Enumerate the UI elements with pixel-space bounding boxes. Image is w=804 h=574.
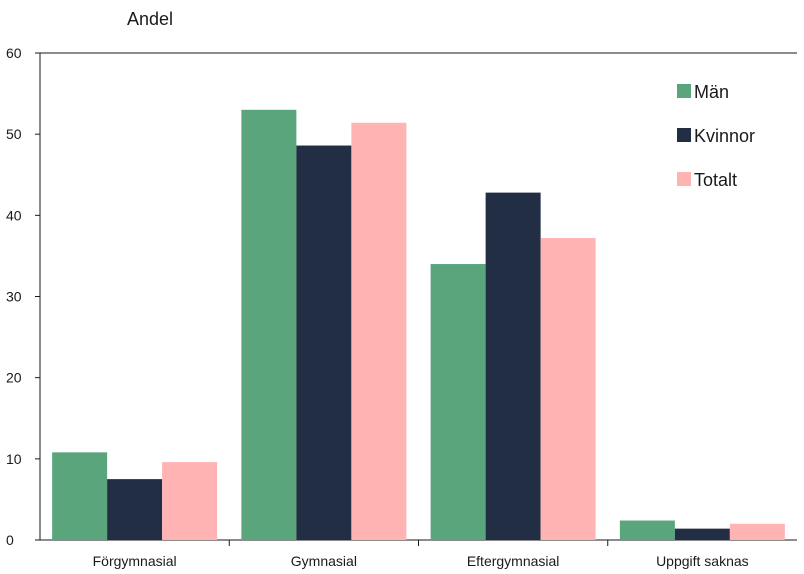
bar-totalt-1 <box>351 122 407 540</box>
legend: Män Kvinnor Totalt <box>677 82 755 190</box>
legend-swatch <box>677 172 691 186</box>
y-tick-label: 40 <box>6 207 22 223</box>
bars <box>52 109 785 541</box>
bar-totalt-0 <box>162 462 218 540</box>
y-tick-label: 50 <box>6 126 22 142</box>
bar-män-1 <box>241 109 297 541</box>
legend-label: Totalt <box>694 170 737 190</box>
bar-totalt-2 <box>540 238 596 540</box>
legend-swatch <box>677 84 691 98</box>
x-tick-label: Uppgift saknas <box>656 553 749 569</box>
bar-kvinnor-1 <box>296 145 352 540</box>
bar-kvinnor-2 <box>485 192 541 540</box>
bar-män-3 <box>619 520 675 540</box>
x-tick-label: Förgymnasial <box>93 553 177 569</box>
legend-swatch <box>677 128 691 142</box>
x-tick-label: Eftergymnasial <box>467 553 560 569</box>
y-tick-label: 20 <box>6 370 22 386</box>
bar-kvinnor-3 <box>674 528 730 540</box>
y-tick-label: 0 <box>6 532 14 548</box>
y-axis-title: Andel <box>127 9 173 29</box>
bar-män-2 <box>430 264 486 540</box>
bar-kvinnor-0 <box>107 479 163 540</box>
legend-label: Män <box>694 82 729 102</box>
bar-män-0 <box>52 452 108 540</box>
y-tick-label: 30 <box>6 289 22 305</box>
legend-label: Kvinnor <box>694 126 755 146</box>
x-tick-label: Gymnasial <box>291 553 357 569</box>
bar-totalt-3 <box>729 523 785 540</box>
y-tick-label: 10 <box>6 451 22 467</box>
y-tick-label: 60 <box>6 45 22 61</box>
